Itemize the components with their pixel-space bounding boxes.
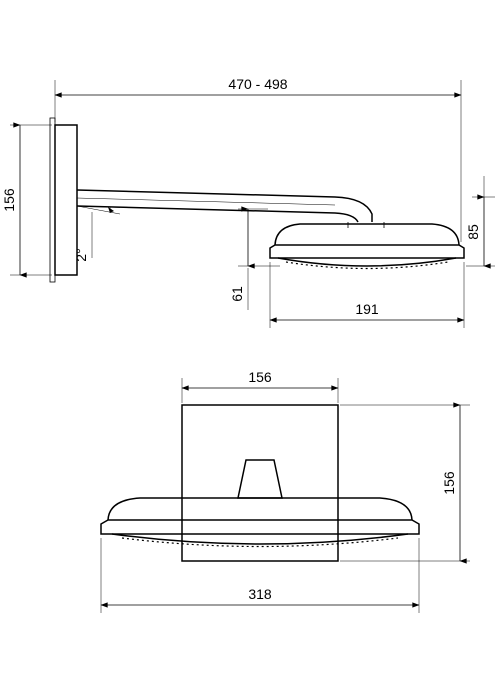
dim-esc-height: 156	[1, 125, 52, 275]
dim-overall-depth: 470 - 498	[55, 76, 461, 242]
dim-depth-label: 470 - 498	[228, 76, 287, 92]
arm-collar	[348, 222, 384, 228]
technical-drawing: 470 - 498 156 2° 61	[0, 0, 500, 700]
front-escutcheon	[182, 405, 338, 561]
front-view: 156 156 318	[101, 369, 470, 613]
arm-ridge	[77, 198, 335, 205]
dim-h156: 156	[340, 405, 470, 561]
dim-d318: 318	[101, 538, 419, 613]
dim-85-label: 85	[465, 224, 481, 240]
dim-61: 61	[229, 209, 280, 310]
front-shower-head	[101, 498, 419, 547]
dim-w156: 156	[182, 369, 338, 403]
front-connector	[238, 460, 282, 498]
dim-191: 191	[270, 262, 464, 328]
side-view: 470 - 498 156 2° 61	[1, 76, 495, 328]
dim-esc-h-label: 156	[1, 188, 17, 212]
side-shower-head	[270, 224, 464, 269]
dim-angle: 2°	[73, 206, 120, 262]
dim-d318-label: 318	[248, 586, 272, 602]
dim-85: 85	[465, 176, 495, 266]
dim-61-label: 61	[229, 286, 245, 302]
dim-191-label: 191	[355, 301, 379, 317]
dim-w156-label: 156	[248, 369, 272, 385]
dim-angle-label: 2°	[73, 248, 89, 261]
dim-h156-label: 156	[441, 471, 457, 495]
shower-arm	[77, 190, 372, 222]
